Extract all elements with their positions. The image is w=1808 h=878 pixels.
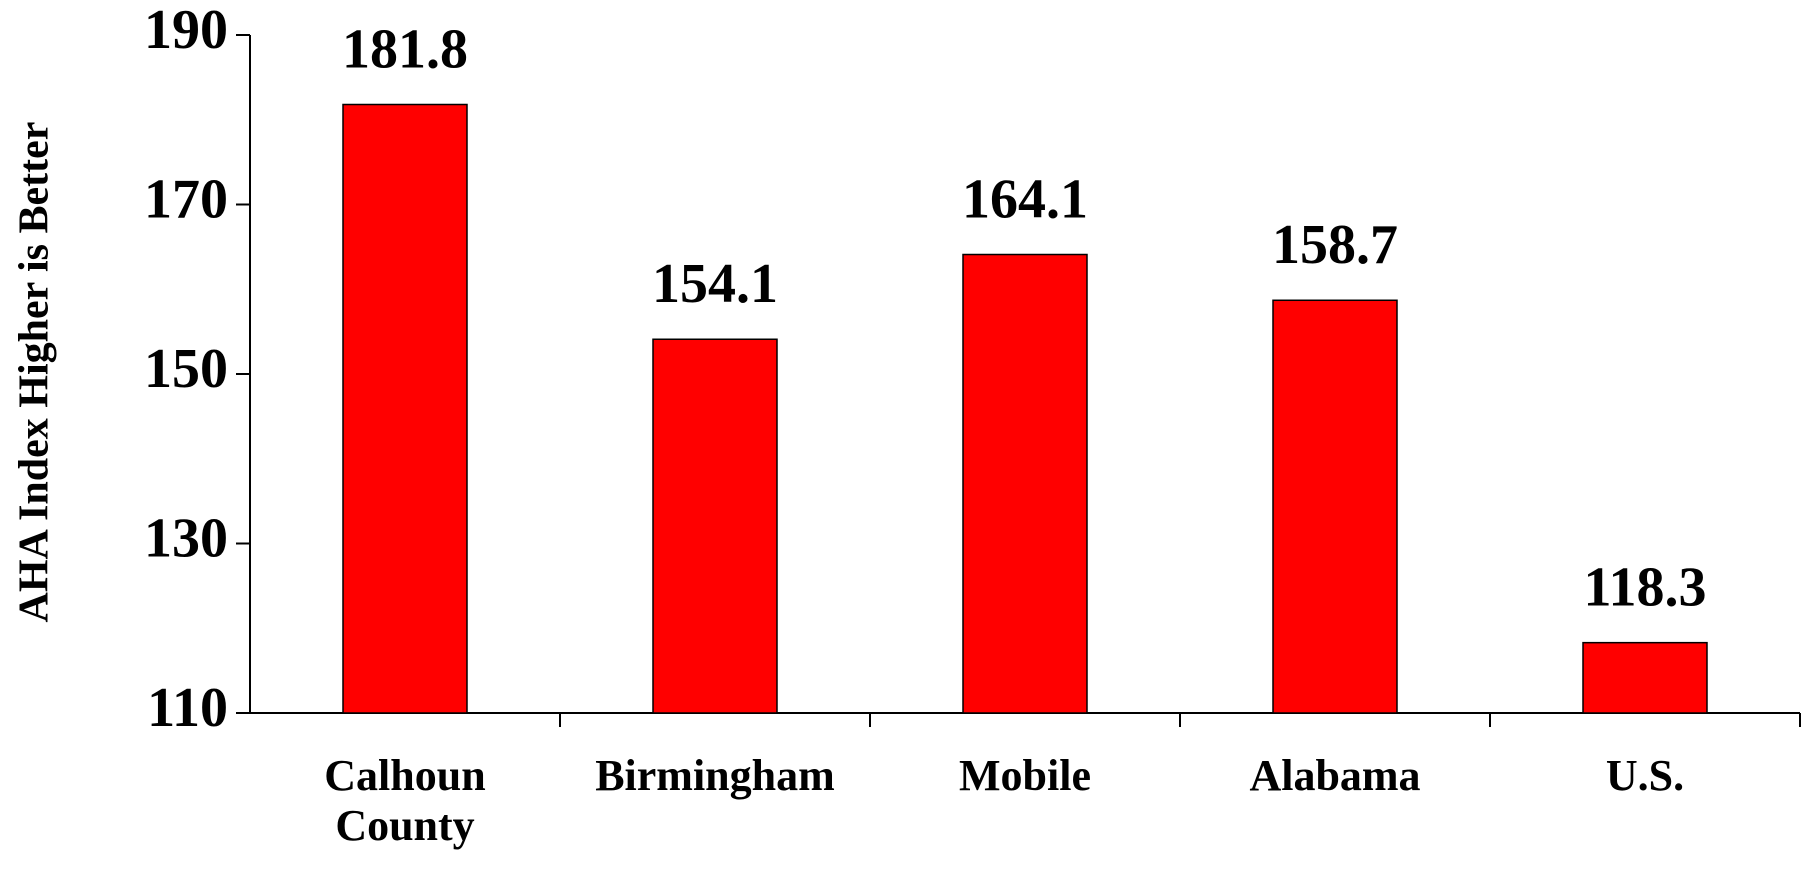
value-label: 164.1	[962, 168, 1088, 230]
bar	[652, 338, 778, 714]
x-tick-label: U.S.	[1605, 751, 1685, 800]
y-tick-label: 150	[144, 338, 228, 400]
y-tick-label: 130	[144, 507, 228, 569]
x-tick-label: Alabama	[1249, 751, 1421, 800]
bar	[342, 103, 468, 714]
y-tick-label: 190	[144, 0, 228, 61]
x-tick-label: Birmingham	[595, 751, 835, 800]
value-label: 154.1	[652, 253, 778, 315]
bar	[962, 253, 1088, 714]
y-tick-label: 110	[147, 677, 228, 739]
x-tick-label: Calhoun County	[324, 751, 486, 850]
value-label: 118.3	[1584, 557, 1707, 619]
bar	[1272, 299, 1398, 714]
value-label: 158.7	[1272, 214, 1398, 276]
y-tick-label: 170	[144, 168, 228, 230]
x-tick-label: Mobile	[959, 751, 1091, 800]
y-axis-title: AHA Index Higher is Better	[12, 122, 58, 623]
value-label: 181.8	[342, 18, 468, 80]
bar	[1582, 641, 1708, 714]
